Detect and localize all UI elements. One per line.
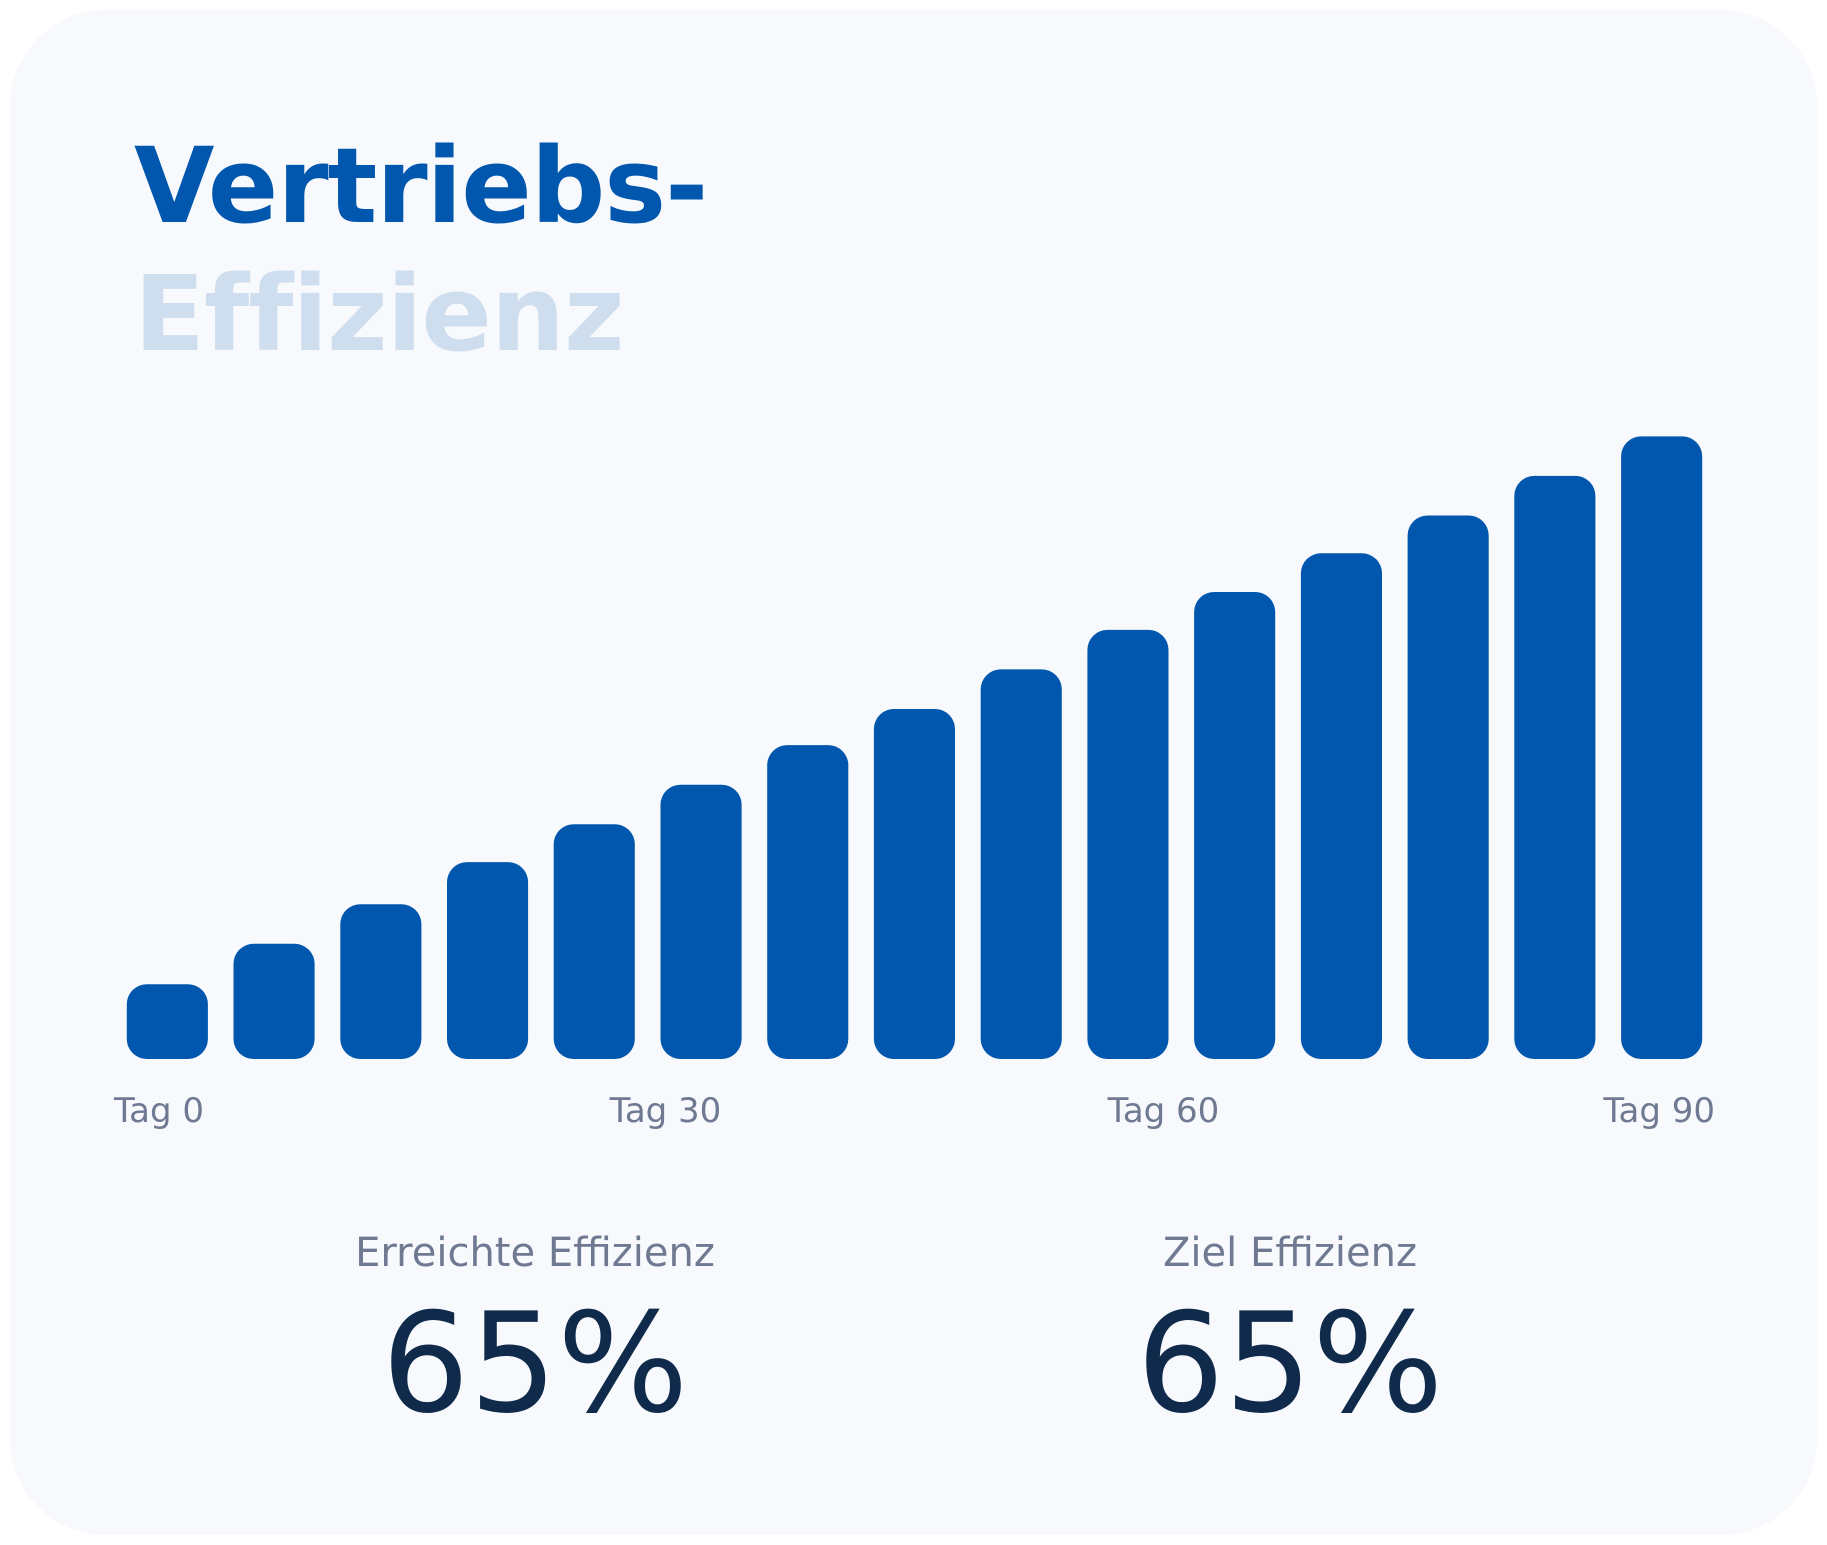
- achieved-efficiency-value: 65%: [381, 1283, 689, 1444]
- title-line-1: Vertriebs-: [134, 125, 708, 247]
- bar-3: [340, 904, 422, 1059]
- bar-14: [1514, 475, 1596, 1059]
- bar-9: [980, 669, 1062, 1059]
- title-line-2: Effizienz: [134, 253, 624, 375]
- bar-5: [553, 824, 635, 1059]
- bar-11: [1194, 592, 1276, 1059]
- x-tick-label: Tag 30: [609, 1091, 722, 1131]
- bar-12: [1300, 553, 1382, 1059]
- efficiency-card: Vertriebs- Effizienz Tag 0 Tag 30 Tag 60 Ta…: [10, 10, 1817, 1535]
- bar-1: [126, 984, 208, 1059]
- target-efficiency-stat: Ziel Effizienz 65%: [990, 1225, 1590, 1439]
- bar-10: [1087, 629, 1169, 1059]
- bar-2: [233, 943, 315, 1059]
- achieved-efficiency-stat: Erreichte Effizienz 65%: [235, 1225, 835, 1439]
- target-efficiency-label: Ziel Effizienz: [1163, 1230, 1417, 1276]
- bar-4: [447, 862, 529, 1059]
- x-tick-label: Tag 60: [1107, 1091, 1220, 1131]
- achieved-efficiency-label: Erreichte Effizienz: [355, 1230, 715, 1276]
- bar-13: [1407, 515, 1489, 1059]
- target-efficiency-value: 65%: [1136, 1283, 1444, 1444]
- x-tick-label: Tag 0: [113, 1091, 204, 1131]
- bar-8: [873, 709, 955, 1059]
- bar-7: [767, 745, 849, 1059]
- chart-title: Vertriebs- Effizienz: [134, 122, 708, 378]
- x-tick-label: Tag 90: [1602, 1091, 1715, 1131]
- bar-15: [1621, 436, 1703, 1059]
- bar-chart: Tag 0 Tag 30 Tag 60 Tag 90: [113, 436, 1715, 1131]
- bar-6: [660, 784, 742, 1059]
